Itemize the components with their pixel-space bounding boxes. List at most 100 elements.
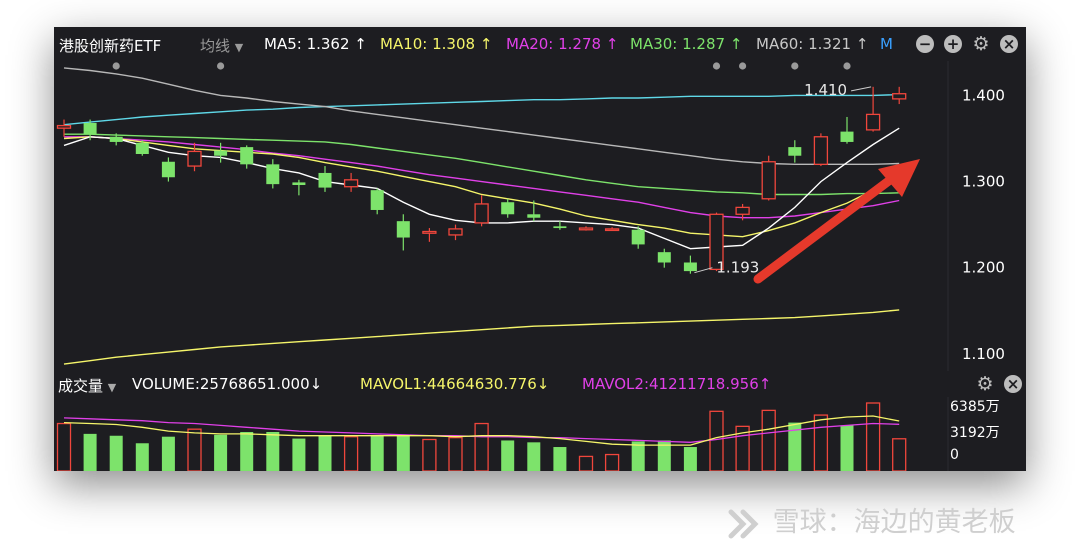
volume-bar (631, 441, 645, 471)
more-indicators-link[interactable]: M (880, 35, 893, 53)
volume-readout: VOLUME:25768651.000↓ (132, 375, 323, 393)
candle-body (709, 213, 724, 271)
event-marker-dot (217, 62, 225, 70)
candle (187, 142, 202, 172)
volume-bar (813, 414, 829, 471)
candle-body (135, 142, 149, 154)
candle (604, 227, 620, 232)
candle-body (865, 113, 881, 131)
mavol1-line (63, 415, 900, 446)
candle-body (396, 221, 410, 238)
indicator-select[interactable]: 均线 ▼ (200, 35, 243, 56)
trend-arrow (753, 159, 920, 284)
price-tick-label: 1.200 (962, 259, 1005, 277)
mavol1-readout: MAVOL1:44664630.776↓ (360, 375, 550, 393)
candle (214, 142, 228, 163)
volume-bar (683, 447, 697, 471)
candle (683, 255, 697, 274)
volume-bar (187, 428, 202, 471)
candle-body (214, 150, 228, 156)
gear-icon[interactable]: ⚙ (972, 33, 990, 55)
volume-bar (292, 438, 306, 471)
candle-body (422, 230, 437, 234)
candle (161, 157, 175, 182)
candle (83, 119, 97, 141)
trend-arrow-shaft (753, 172, 899, 284)
volume-bar (892, 438, 907, 471)
volume-bar (266, 431, 280, 471)
volume-bar (370, 435, 384, 471)
candle (761, 155, 776, 201)
candle (343, 172, 359, 192)
symbol-label[interactable]: 港股创新药ETF (59, 37, 162, 55)
candle (422, 228, 437, 242)
candle (657, 248, 671, 268)
candle-body (735, 206, 750, 215)
volume-bar (161, 436, 175, 471)
volume-bar (788, 422, 802, 471)
candle (892, 86, 907, 105)
candle-body (813, 136, 829, 165)
volume-bar (240, 431, 254, 471)
volume-tick-label: 6385万 (950, 399, 1000, 415)
event-marker-dot (739, 62, 747, 70)
candle-body (109, 136, 123, 142)
candle-body (370, 190, 384, 210)
volume-bar (343, 436, 359, 471)
volume-toolbar: 成交量 ▼ VOLUME:25768651.000↓ MAVOL1:446646… (54, 371, 1026, 397)
candle-body (892, 93, 907, 100)
volume-bar (56, 422, 72, 471)
candle (501, 198, 515, 218)
candle-body (161, 161, 175, 178)
candle-body (761, 161, 776, 200)
volume-bar (214, 434, 228, 471)
volume-bar (396, 435, 410, 471)
ma60-readout: MA60: 1.321 ↑ (756, 35, 869, 53)
indicator-label: 均线 (200, 37, 231, 55)
candle-body (448, 228, 463, 236)
close-icon[interactable]: × (1000, 35, 1018, 53)
candle-body (788, 147, 802, 156)
candle-body (683, 262, 697, 272)
xueqiu-logo-icon (728, 509, 759, 538)
candle-body (604, 228, 620, 232)
candle (840, 116, 854, 144)
close-icon[interactable]: × (1004, 375, 1022, 393)
price-chart: 1.400 1.300 1.200 1.100 1.410 1.193 (56, 61, 1005, 371)
volume-title[interactable]: 成交量 ▼ (58, 375, 116, 396)
watermark-brand: 雪球 (772, 507, 827, 538)
ma20-readout: MA20: 1.278 ↑ (506, 35, 619, 53)
candle (474, 195, 489, 227)
candle (370, 188, 384, 215)
volume-bar (135, 443, 149, 471)
candle (240, 145, 254, 169)
volume-bar (604, 453, 620, 471)
price-toolbar: 港股创新药ETF 均线 ▼ MA5: 1.362 ↑ MA10: 1.308 ↑… (54, 27, 1026, 61)
volume-bar (422, 438, 437, 471)
volume-bar (109, 435, 123, 471)
candle (292, 179, 306, 196)
gear-icon[interactable]: ⚙ (976, 373, 994, 395)
candle (813, 133, 829, 167)
candle-body (343, 179, 359, 188)
volume-bar (83, 433, 97, 471)
candle-body (553, 226, 567, 229)
ma10-line (63, 136, 900, 238)
minus-circle-icon[interactable]: − (916, 35, 934, 53)
candle-body (56, 124, 72, 129)
volume-bar (657, 440, 671, 471)
volume-bar (318, 435, 332, 471)
high-price-label: 1.410 (804, 81, 847, 99)
candle (109, 133, 123, 146)
high-pointer (851, 86, 872, 92)
long-term-ma-line (63, 309, 900, 365)
plus-circle-icon[interactable]: + (944, 35, 962, 53)
candle (396, 214, 410, 251)
low-pointer (694, 267, 713, 274)
volume-tick-label: 3192万 (950, 425, 1000, 441)
candle-body (657, 252, 671, 263)
candle-body (527, 214, 541, 218)
price-tick-label: 1.400 (962, 86, 1005, 104)
candle (631, 226, 645, 249)
volume-bar (761, 409, 776, 471)
